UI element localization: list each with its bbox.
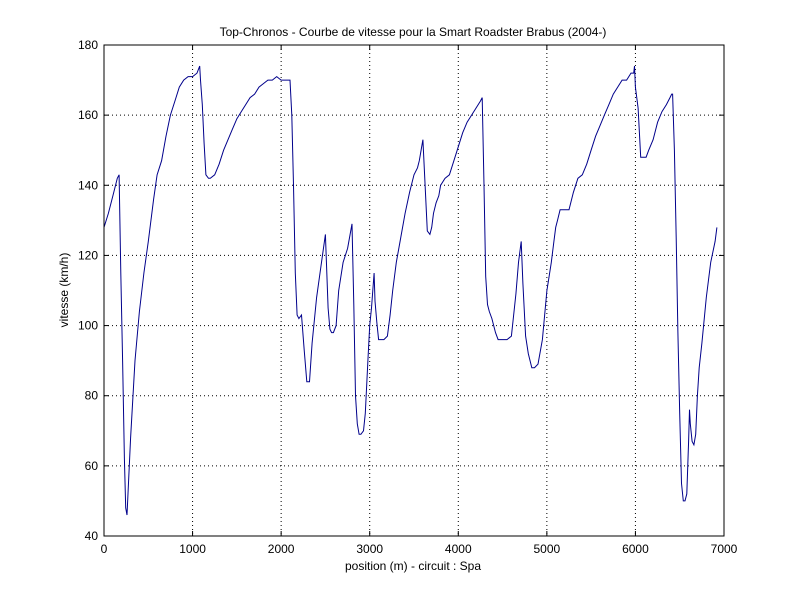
x-tick-label: 2000: [268, 542, 295, 556]
grid: [104, 45, 724, 536]
chart-title: Top-Chronos - Courbe de vitesse pour la …: [220, 25, 607, 39]
y-tick-label: 80: [85, 389, 99, 403]
x-tick-label: 7000: [711, 542, 738, 556]
y-tick-label: 140: [78, 178, 98, 192]
x-tick-label: 1000: [179, 542, 206, 556]
y-axis-label: vitesse (km/h): [57, 253, 71, 328]
y-tick-label: 120: [78, 248, 98, 262]
x-tick-label: 0: [101, 542, 108, 556]
y-tick-label: 100: [78, 319, 98, 333]
x-axis-ticks: 0 1000 2000 3000 4000 5000 6000 7000: [101, 45, 738, 556]
y-axis-ticks: 40 60 80 100 120 140 160 180: [78, 38, 724, 543]
x-tick-label: 5000: [534, 542, 561, 556]
x-tick-label: 6000: [622, 542, 649, 556]
x-tick-label: 3000: [356, 542, 383, 556]
x-tick-label: 4000: [445, 542, 472, 556]
y-tick-label: 60: [85, 459, 99, 473]
y-tick-label: 160: [78, 108, 98, 122]
y-tick-label: 40: [85, 529, 99, 543]
x-axis-label: position (m) - circuit : Spa: [345, 559, 481, 573]
speed-line: [103, 65, 718, 516]
y-tick-label: 180: [78, 38, 98, 52]
plot-frame: [103, 44, 725, 537]
